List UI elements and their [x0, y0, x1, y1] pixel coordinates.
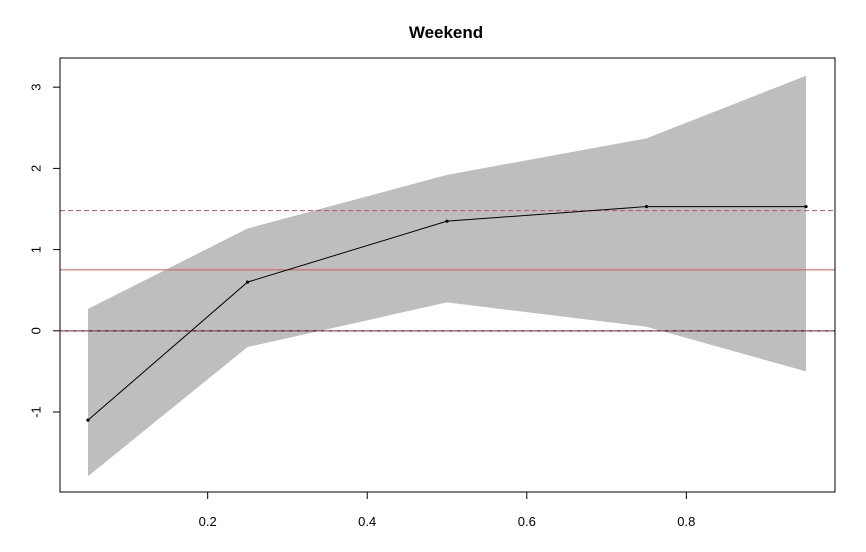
confidence-band: [88, 75, 806, 477]
y-tick-label: -1: [29, 406, 44, 418]
y-tick-label: 0: [29, 327, 44, 334]
x-tick-label: 0.2: [199, 514, 217, 529]
chart-title: Weekend: [409, 23, 483, 42]
x-tick-label: 0.8: [677, 514, 695, 529]
y-tick-label: 3: [29, 84, 44, 91]
y-tick-label: 1: [29, 246, 44, 253]
data-point: [804, 204, 808, 209]
data-point: [644, 204, 649, 209]
data-point: [86, 418, 90, 422]
data-point: [245, 280, 250, 284]
plot-frame: [59, 57, 836, 493]
data-point: [445, 219, 449, 223]
y-tick-label: 2: [29, 165, 44, 172]
x-tick-label: 0.6: [518, 514, 536, 529]
x-tick-label: 0.4: [358, 514, 376, 529]
